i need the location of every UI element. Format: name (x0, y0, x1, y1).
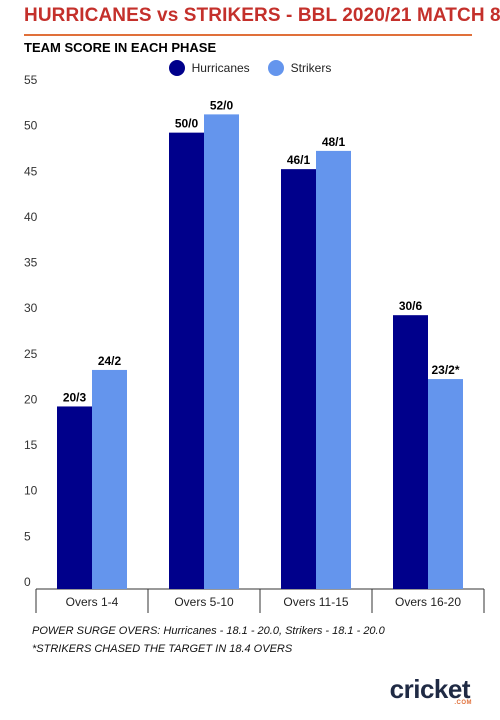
data-label-hurricanes-0: 20/3 (63, 390, 87, 404)
legend-item-strikers: Strikers (267, 60, 332, 76)
x-tick-label: Overs 1-4 (66, 595, 119, 609)
y-tick-label: 40 (24, 210, 38, 224)
bar-hurricanes-1 (169, 132, 204, 590)
data-label-strikers-1: 52/0 (210, 98, 234, 112)
legend: Hurricanes Strikers (0, 60, 500, 76)
x-tick-label: Overs 11-15 (283, 595, 348, 609)
y-tick-label: 45 (24, 164, 38, 178)
legend-label-hurricanes: Hurricanes (191, 61, 250, 75)
y-tick-label: 15 (24, 438, 38, 452)
y-tick-label: 50 (24, 119, 38, 133)
bar-hurricanes-2 (281, 169, 316, 590)
data-label-strikers-0: 24/2 (98, 354, 122, 368)
bar-strikers-1 (204, 114, 239, 589)
legend-label-strikers: Strikers (290, 61, 332, 75)
footnote-power-surge: POWER SURGE OVERS: Hurricanes - 18.1 - 2… (32, 625, 385, 637)
data-label-strikers-3: 23/2* (431, 363, 459, 377)
data-label-hurricanes-2: 46/1 (287, 153, 311, 167)
title-divider (24, 34, 472, 36)
y-tick-label: 30 (24, 301, 38, 315)
data-label-hurricanes-1: 50/0 (175, 117, 199, 131)
cricket-logo: cricket (389, 674, 471, 704)
legend-swatch-hurricanes (168, 60, 185, 76)
y-tick-label: 5 (24, 529, 31, 543)
footnote-chase: *STRIKERS CHASED THE TARGET IN 18.4 OVER… (32, 643, 293, 655)
cricket-logo-sub: .COM (454, 700, 472, 706)
y-tick-label: 0 (24, 575, 31, 589)
bar-strikers-3 (428, 379, 463, 589)
legend-swatch-strikers (267, 60, 284, 76)
chart-title: HURRICANES vs STRIKERS - BBL 2020/21 MAT… (24, 5, 500, 26)
data-label-strikers-2: 48/1 (322, 135, 346, 149)
x-tick-label: Overs 16-20 (395, 595, 461, 609)
y-tick-label: 25 (24, 347, 38, 361)
bar-strikers-0 (92, 369, 127, 589)
x-tick-label: Overs 5-10 (174, 595, 234, 609)
y-tick-label: 55 (24, 73, 38, 87)
y-tick-label: 35 (24, 256, 38, 270)
legend-item-hurricanes: Hurricanes (168, 60, 250, 76)
y-tick-label: 10 (24, 484, 38, 498)
chart-subtitle: TEAM SCORE IN EACH PHASE (24, 40, 217, 55)
y-tick-label: 20 (24, 392, 38, 406)
bar-hurricanes-3 (393, 315, 428, 589)
bar-strikers-2 (316, 150, 351, 589)
bar-hurricanes-0 (57, 406, 92, 589)
data-label-hurricanes-3: 30/6 (399, 299, 423, 313)
